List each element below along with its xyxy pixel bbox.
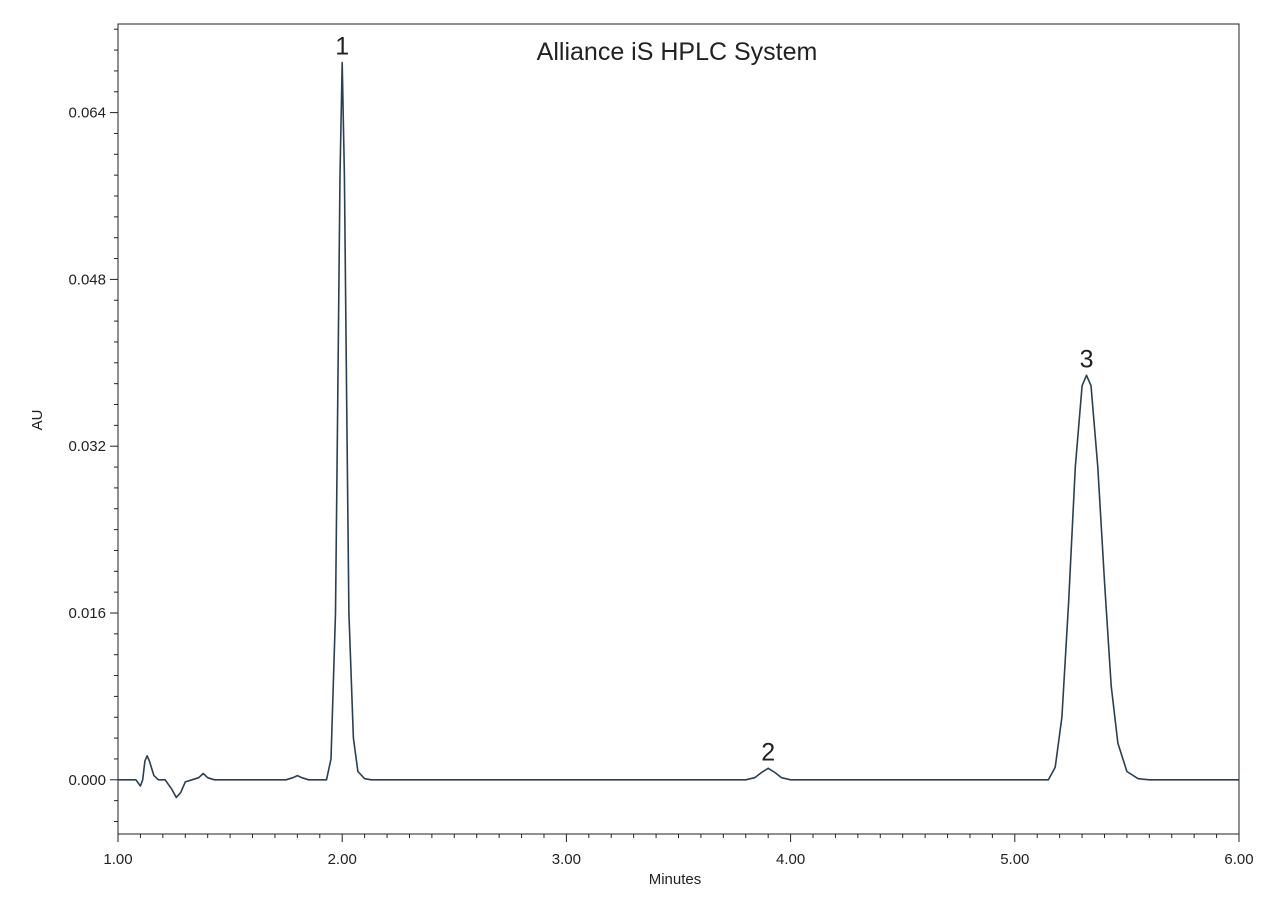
y-tick-label: 0.000 bbox=[68, 772, 106, 789]
x-tick-label: 2.00 bbox=[328, 851, 357, 868]
y-axis-label: AU bbox=[29, 410, 46, 431]
y-axis-ticks: 0.000 0.016 0.032 0.048 0.064 bbox=[68, 28, 118, 822]
y-tick-label: 0.064 bbox=[68, 105, 106, 122]
x-axis-ticks: 1.00 2.00 3.00 4.00 5.00 6.00 bbox=[103, 834, 1254, 868]
plot-frame bbox=[117, 23, 1240, 835]
chromatogram-trace bbox=[118, 61, 1239, 799]
x-tick-label: 4.00 bbox=[776, 851, 805, 868]
peak-label: 3 bbox=[1080, 345, 1094, 373]
y-tick-label: 0.032 bbox=[68, 438, 106, 455]
peak-label: 2 bbox=[761, 738, 775, 766]
x-tick-label: 6.00 bbox=[1224, 851, 1253, 868]
x-tick-label: 1.00 bbox=[103, 851, 132, 868]
y-tick-label: 0.048 bbox=[68, 271, 106, 288]
x-axis-label: Minutes bbox=[649, 871, 702, 888]
y-tick-label: 0.016 bbox=[68, 605, 106, 622]
x-tick-label: 3.00 bbox=[552, 851, 581, 868]
x-tick-label: 5.00 bbox=[1000, 851, 1029, 868]
chart-title: Alliance iS HPLC System bbox=[537, 38, 818, 66]
peak-labels: 1 2 3 bbox=[335, 33, 1093, 767]
peak-label: 1 bbox=[335, 33, 349, 61]
